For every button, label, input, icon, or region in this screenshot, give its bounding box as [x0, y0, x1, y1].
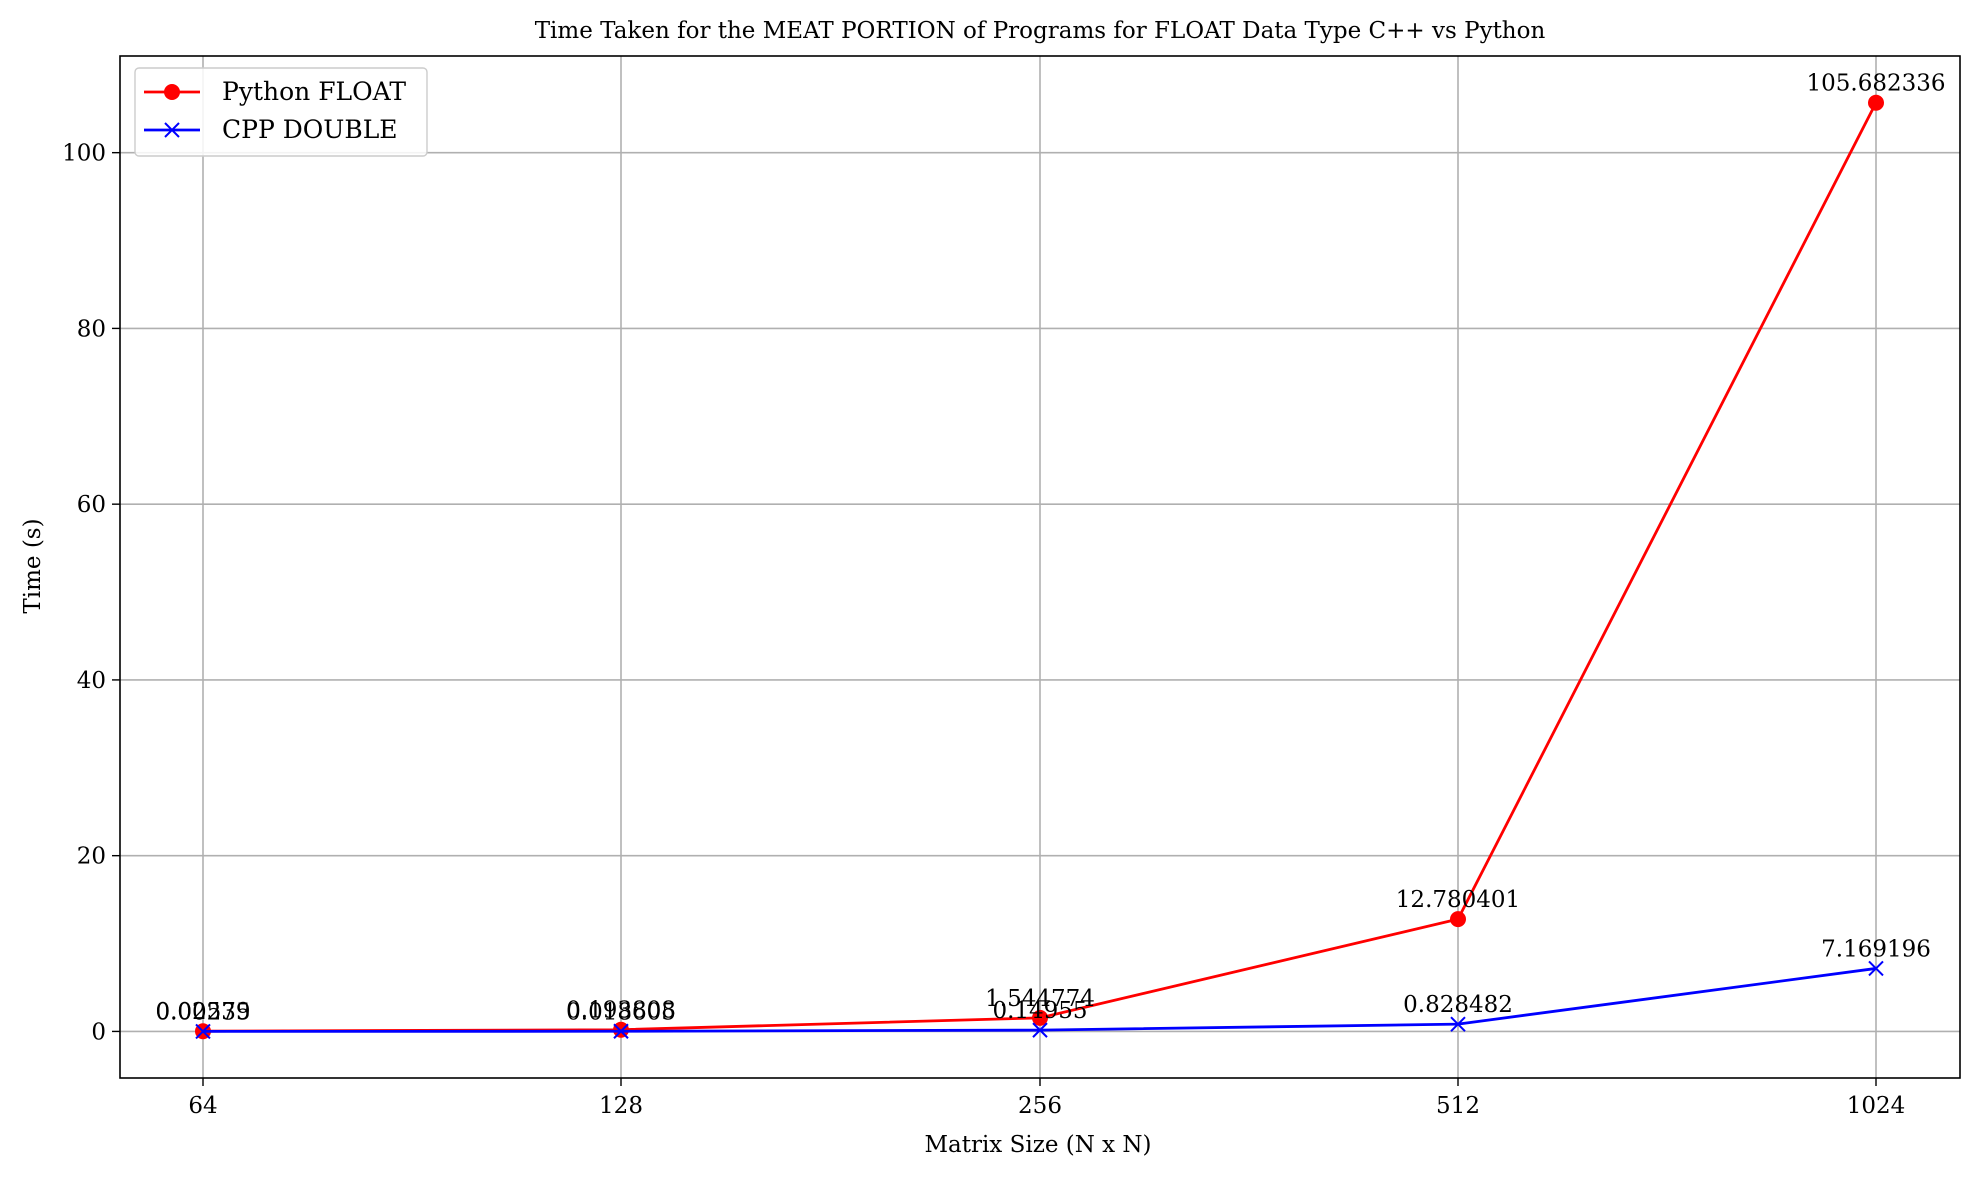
- data-labels: 0.02579 0.193808 1.544774 12.780401 105.6823…: [155, 71, 1945, 1026]
- cpp-double-point: [1450, 1016, 1466, 1032]
- x-tick-label: 1024: [1847, 1093, 1906, 1119]
- chart-title: Time Taken for the MEAT PORTION of Progr…: [535, 18, 1546, 44]
- legend-cpp-marker: [164, 122, 180, 138]
- y-tick-label: 80: [77, 316, 106, 342]
- cpp-double-point: [1032, 1022, 1048, 1038]
- cpp-double-data-label: 0.00235: [155, 999, 250, 1025]
- legend-python-label: Python FLOAT: [222, 77, 406, 106]
- x-tick-label: 512: [1436, 1093, 1480, 1119]
- cpp-double-point: [613, 1023, 629, 1039]
- y-tick-label: 100: [62, 141, 106, 167]
- y-axis-label: Time (s): [20, 518, 46, 613]
- x-axis-label: Matrix Size (N x N): [924, 1132, 1151, 1158]
- python-float-data-label: 0.02579: [155, 999, 250, 1025]
- cpp-double-data-label: 7.169196: [1821, 936, 1931, 962]
- legend: Python FLOAT CPP DOUBLE: [134, 67, 428, 157]
- legend-box: [134, 67, 428, 157]
- y-tick-label: 20: [77, 844, 106, 870]
- x-tick-label: 64: [188, 1093, 217, 1119]
- python-float-data-label: 12.780401: [1396, 887, 1520, 913]
- python-float-data-label: 105.682336: [1806, 71, 1945, 97]
- y-tick-label: 40: [77, 668, 106, 694]
- grid-lines: [120, 56, 1960, 1078]
- python-float-data-label: 0.193808: [566, 998, 676, 1024]
- y-tick-label: 0: [91, 1019, 106, 1045]
- python-float-point: [1450, 911, 1466, 928]
- cpp-double-data-label: 0.14955: [992, 998, 1087, 1024]
- y-tick-label: 60: [77, 492, 106, 518]
- python-float-point: [1032, 1009, 1048, 1026]
- legend-cpp-label: CPP DOUBLE: [222, 115, 398, 144]
- python-float-point: [1868, 94, 1884, 111]
- legend-python-marker: [164, 84, 180, 100]
- series-layer: [195, 94, 1884, 1040]
- cpp-double-data-label: 0.018605: [566, 999, 676, 1025]
- python-float-data-label: 1.544774: [985, 986, 1095, 1012]
- python-float-point: [613, 1021, 629, 1038]
- axis-ticks: 64 128 256 512 1024 0 20 40 60 80 100: [62, 141, 1905, 1119]
- x-tick-label: 256: [1018, 1093, 1062, 1119]
- cpp-double-point: [195, 1023, 211, 1040]
- cpp-double-data-label: 0.828482: [1403, 992, 1513, 1018]
- cpp-double-point: [1868, 960, 1884, 977]
- x-tick-label: 128: [599, 1093, 643, 1119]
